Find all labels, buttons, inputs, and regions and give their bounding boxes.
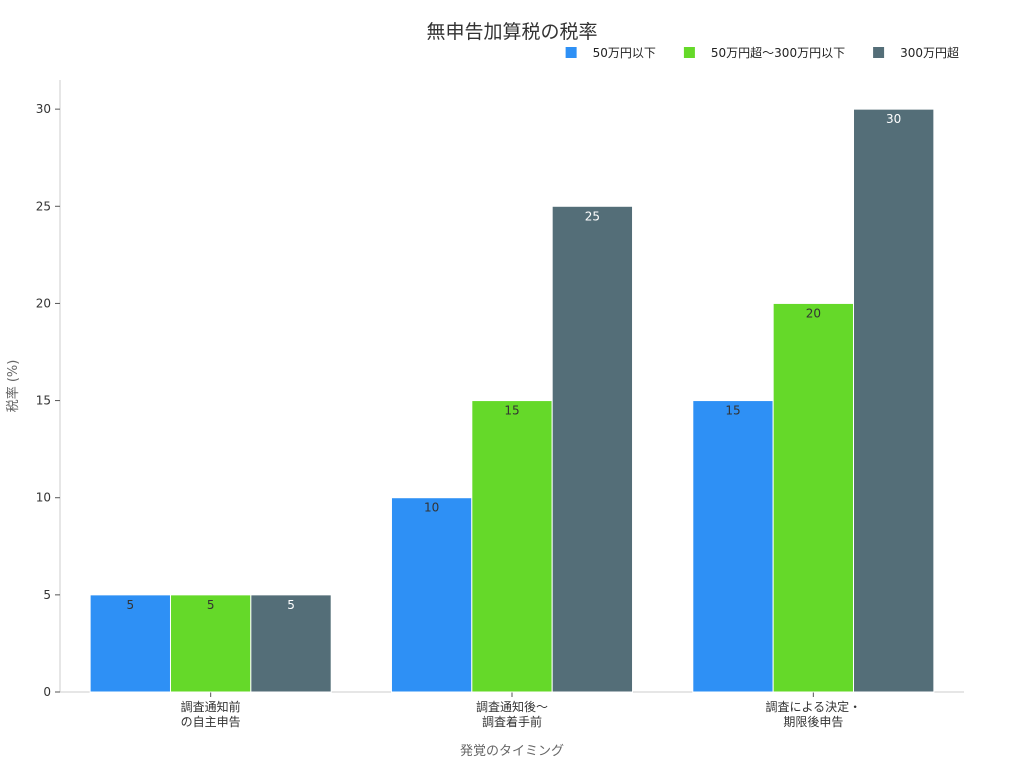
legend-label: 50万円以下 — [593, 46, 656, 60]
legend-item: 300万円超 — [873, 45, 959, 60]
legend-item: 50万円以下 — [565, 46, 656, 60]
bar-series-1-category-1 — [471, 400, 553, 693]
data-label: 15 — [725, 404, 740, 418]
y-tick-label: 10 — [36, 491, 51, 505]
bar-series-0-category-1 — [390, 497, 473, 693]
legend-label: 50万円超〜300万円以下 — [711, 45, 845, 60]
y-tick-label: 5 — [43, 588, 51, 602]
data-label: 20 — [806, 306, 821, 320]
bar-series-0-category-2 — [692, 400, 774, 693]
x-axis-label: 発覚のタイミング — [460, 744, 564, 759]
y-tick-label: 15 — [36, 394, 51, 408]
y-tick-label: 0 — [43, 685, 51, 699]
data-label: 5 — [126, 598, 134, 612]
legend: 50万円以下 50万円超〜300万円以下 300万円超 — [565, 45, 959, 60]
y-tick-label: 20 — [36, 296, 51, 310]
legend-swatch — [873, 47, 885, 58]
data-label: 5 — [207, 598, 215, 612]
bar-series-2-category-0 — [250, 594, 332, 693]
data-label: 15 — [504, 404, 519, 418]
x-tick-label: 調査着手前 — [482, 714, 542, 729]
bar-series-1-category-2 — [772, 302, 855, 693]
bar-series-2-category-1 — [551, 205, 634, 693]
data-label: 5 — [287, 598, 295, 612]
bar-series-0-category-0 — [89, 594, 171, 693]
data-label: 25 — [585, 209, 600, 223]
chart-title: 無申告加算税の税率 — [426, 21, 597, 43]
data-label: 30 — [886, 112, 901, 126]
y-axis-label: 税率 (%) — [5, 360, 21, 413]
y-tick-label: 25 — [36, 199, 51, 213]
legend-label: 300万円超 — [900, 45, 959, 60]
legend-swatch — [683, 47, 695, 58]
x-tick-label: 調査による決定・ — [766, 699, 862, 714]
legend-item: 50万円超〜300万円以下 — [683, 45, 845, 60]
legend-swatch — [565, 47, 577, 58]
x-tick-label: 調査通知後〜 — [476, 700, 548, 714]
x-tick-label: 調査通知前 — [181, 699, 241, 714]
data-label: 10 — [424, 501, 439, 515]
x-tick-label: 期限後申告 — [783, 715, 843, 729]
y-tick-label: 30 — [36, 102, 51, 116]
bars: 5 5 5 10 15 25 15 20 30 — [89, 108, 935, 693]
x-tick-label: の自主申告 — [181, 715, 241, 729]
bar-series-2-category-2 — [853, 108, 935, 693]
